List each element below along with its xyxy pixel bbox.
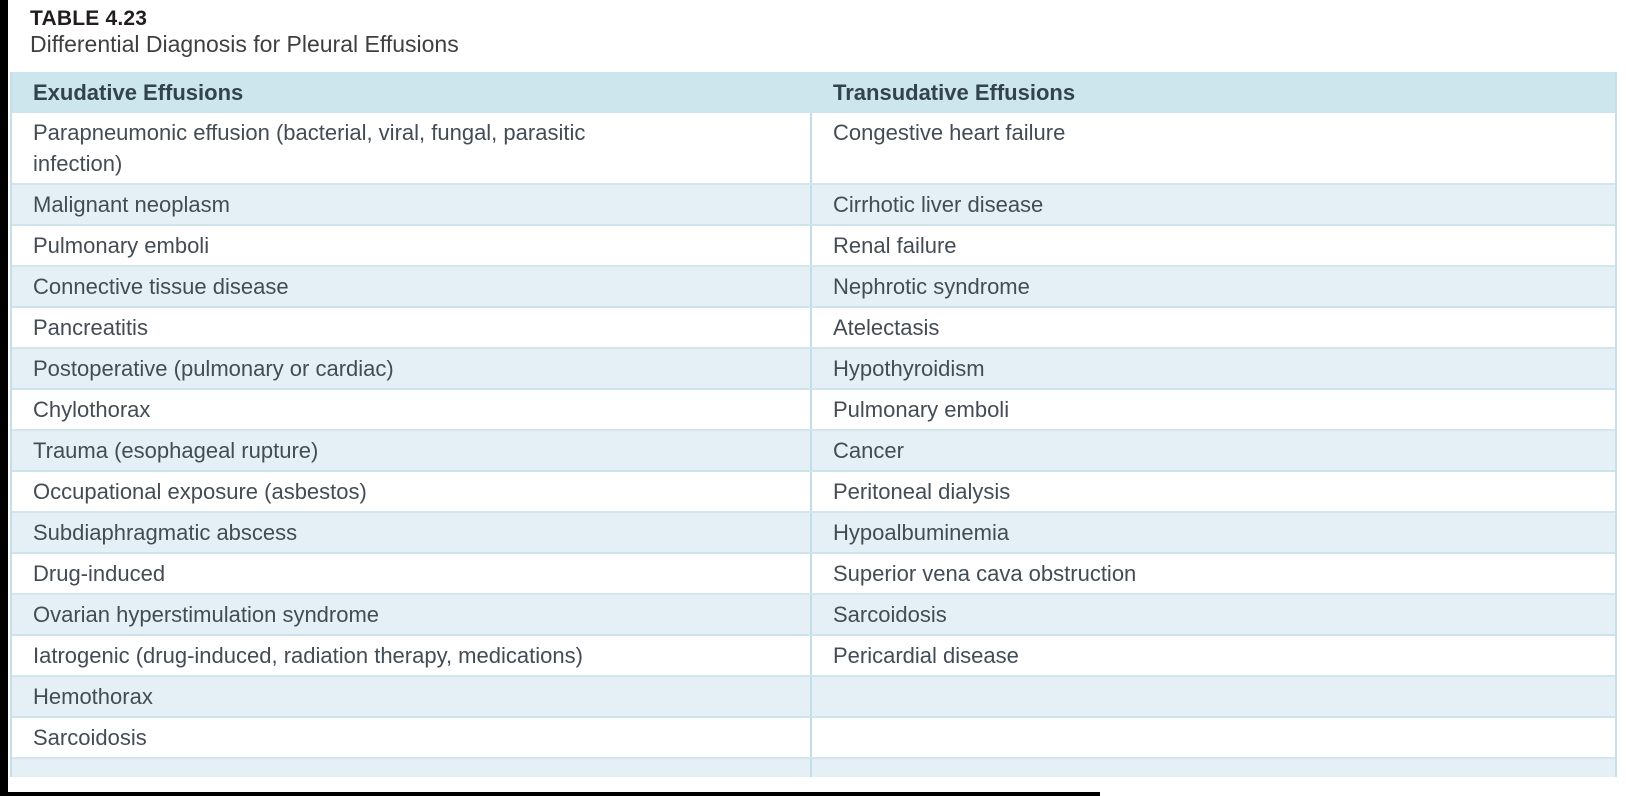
cell-exudative: Ovarian hyperstimulation syndrome [12,595,812,634]
cell-text: Chylothorax [33,397,151,422]
cell-exudative: Drug-induced [12,554,812,593]
cell-transudative: Superior vena cava obstruction [812,554,1615,593]
table-row: Hemothorax [12,677,1615,718]
cell-transudative [812,718,1615,757]
cell-text: Parapneumonic effusion (bacterial, viral… [33,120,586,176]
column-divider [810,759,812,777]
cell-text: Hypothyroidism [833,356,985,381]
cell-text: Trauma (esophageal rupture) [33,438,319,463]
table-row: Chylothorax Pulmonary emboli [12,390,1615,431]
cell-exudative: Trauma (esophageal rupture) [12,431,812,470]
table-caption: Differential Diagnosis for Pleural Effus… [30,31,459,57]
table-row: Connective tissue disease Nephrotic syndr… [12,267,1615,308]
table-row: Subdiaphragmatic abscess Hypoalbuminemia [12,513,1615,554]
column-header-exudative: Exudative Effusions [33,79,244,105]
cell-exudative: Malignant neoplasm [12,185,812,224]
cell-transudative: Cirrhotic liver disease [812,185,1615,224]
cell-exudative: Pulmonary emboli [12,226,812,265]
cell-transudative: Renal failure [812,226,1615,265]
table-row: Malignant neoplasm Cirrhotic liver diseas… [12,185,1615,226]
cell-transudative: Atelectasis [812,308,1615,347]
cell-transudative: Hypothyroidism [812,349,1615,388]
cell-text: Occupational exposure (asbestos) [33,479,367,504]
cell-text: Atelectasis [833,315,940,340]
cell-text: Subdiaphragmatic abscess [33,520,298,545]
cell-exudative: Occupational exposure (asbestos) [12,472,812,511]
cell-transudative: Pulmonary emboli [812,390,1615,429]
differential-diagnosis-table: Exudative Effusions Transudative Effusio… [10,72,1617,777]
table-header-row: Exudative Effusions Transudative Effusio… [12,72,1615,113]
table-row-cutoff [12,759,1615,777]
cell-exudative: Chylothorax [12,390,812,429]
table-row: Ovarian hyperstimulation syndrome Sarcoid… [12,595,1615,636]
cell-text: Pericardial disease [833,643,1019,668]
cell-text: Cancer [833,438,904,463]
table-row: Iatrogenic (drug-induced, radiation ther… [12,636,1615,677]
column-header-transudative: Transudative Effusions [833,79,1076,105]
screen-edge-left [0,0,8,796]
table-row: Postoperative (pulmonary or cardiac) Hypo… [12,349,1615,390]
cell-exudative: Connective tissue disease [12,267,812,306]
cell-text: Iatrogenic (drug-induced, radiation ther… [33,643,583,668]
cell-exudative: Pancreatitis [12,308,812,347]
table-row: Pulmonary emboli Renal failure [12,226,1615,267]
table-row: Drug-induced Superior vena cava obstructi… [12,554,1615,595]
cell-exudative: Postoperative (pulmonary or cardiac) [12,349,812,388]
table-row: Pancreatitis Atelectasis [12,308,1615,349]
cell-exudative: Iatrogenic (drug-induced, radiation ther… [12,636,812,675]
cell-text: Pulmonary emboli [33,233,210,258]
table-row: Trauma (esophageal rupture) Cancer [12,431,1615,472]
cell-text: Renal failure [833,233,957,258]
screen-edge-bottom [0,792,1100,796]
cell-transudative: Sarcoidosis [812,595,1615,634]
cell-transudative: Nephrotic syndrome [812,267,1615,306]
cell-text: Postoperative (pulmonary or cardiac) [33,356,394,381]
cell-transudative [812,677,1615,716]
table-body: Parapneumonic effusion (bacterial, viral… [12,113,1615,759]
cell-transudative: Pericardial disease [812,636,1615,675]
cell-transudative: Congestive heart failure [812,113,1615,183]
cell-exudative: Parapneumonic effusion (bacterial, viral… [12,113,812,183]
cell-transudative: Peritoneal dialysis [812,472,1615,511]
cell-text: Peritoneal dialysis [833,479,1011,504]
table-row: Sarcoidosis [12,718,1615,759]
cell-text: Hypoalbuminemia [833,520,1010,545]
table-row: Parapneumonic effusion (bacterial, viral… [12,113,1615,185]
cell-exudative: Hemothorax [12,677,812,716]
cell-text: Hemothorax [33,684,153,709]
cell-exudative: Sarcoidosis [12,718,812,757]
cell-text: Connective tissue disease [33,274,289,299]
cell-transudative: Hypoalbuminemia [812,513,1615,552]
cell-text: Cirrhotic liver disease [833,192,1044,217]
table-row: Occupational exposure (asbestos) Peritone… [12,472,1615,513]
cell-text: Malignant neoplasm [33,192,230,217]
cell-text: Ovarian hyperstimulation syndrome [33,602,380,627]
cell-text: Drug-induced [33,561,166,586]
cell-exudative: Subdiaphragmatic abscess [12,513,812,552]
cell-text: Pancreatitis [33,315,148,340]
cell-text: Pulmonary emboli [833,397,1010,422]
cell-text: Sarcoidosis [833,602,947,627]
cell-text: Sarcoidosis [33,725,147,750]
cell-text: Nephrotic syndrome [833,274,1030,299]
cell-transudative: Cancer [812,431,1615,470]
cell-text: Congestive heart failure [833,120,1066,145]
table-number-label: TABLE 4.23 [30,7,148,30]
cell-text: Superior vena cava obstruction [833,561,1137,586]
